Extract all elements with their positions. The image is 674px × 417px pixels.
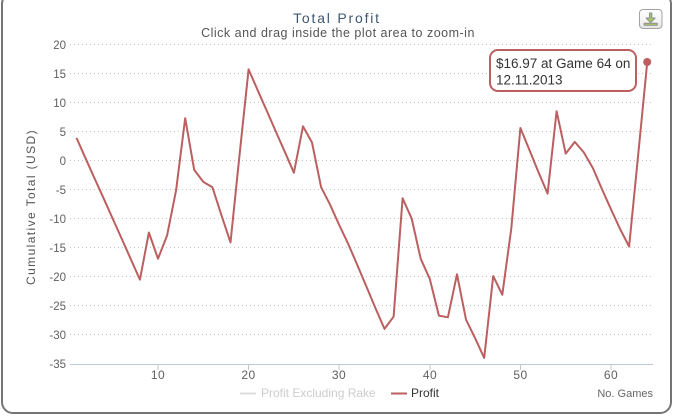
- svg-text:-25: -25: [49, 301, 66, 313]
- svg-text:0: 0: [60, 156, 66, 168]
- svg-text:12.11.2013: 12.11.2013: [496, 73, 563, 88]
- svg-text:20: 20: [241, 368, 255, 382]
- svg-text:15: 15: [53, 69, 66, 81]
- svg-text:-15: -15: [49, 243, 66, 255]
- svg-text:50: 50: [513, 368, 527, 382]
- svg-text:Cumulative Total (USD): Cumulative Total (USD): [24, 129, 38, 285]
- svg-text:-5: -5: [56, 185, 66, 197]
- svg-text:30: 30: [332, 368, 346, 382]
- svg-text:40: 40: [423, 368, 437, 382]
- svg-text:-35: -35: [49, 359, 66, 371]
- svg-text:Click and drag inside the plot: Click and drag inside the plot area to z…: [201, 26, 475, 40]
- svg-text:Total Profit: Total Profit: [293, 10, 381, 26]
- svg-text:-20: -20: [49, 272, 66, 284]
- svg-text:-10: -10: [49, 214, 66, 226]
- svg-text:$16.97 at Game 64 on: $16.97 at Game 64 on: [496, 56, 630, 71]
- svg-text:No. Games: No. Games: [597, 388, 653, 400]
- svg-text:5: 5: [60, 127, 66, 139]
- svg-text:10: 10: [151, 368, 165, 382]
- svg-text:Profit Excluding Rake: Profit Excluding Rake: [261, 386, 376, 400]
- svg-text:Profit: Profit: [411, 386, 440, 400]
- svg-text:-30: -30: [49, 330, 66, 342]
- svg-text:20: 20: [53, 40, 66, 52]
- svg-text:10: 10: [53, 98, 66, 110]
- svg-text:60: 60: [604, 368, 618, 382]
